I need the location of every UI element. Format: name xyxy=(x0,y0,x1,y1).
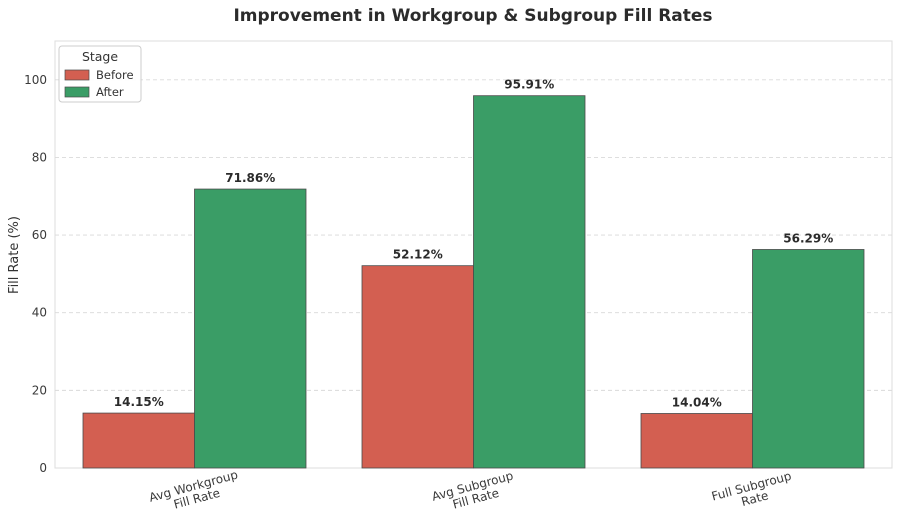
legend-swatch xyxy=(64,69,90,81)
data-label: 14.04% xyxy=(672,395,722,409)
bar-after xyxy=(752,249,865,469)
data-label: 95.91% xyxy=(504,78,554,92)
bar-after xyxy=(194,188,307,469)
bars xyxy=(82,95,865,469)
bar-after xyxy=(473,95,586,469)
data-labels: 14.15% 52.12% 14.04% 71.86% 95.91% 56.29% xyxy=(114,78,833,410)
bar-before xyxy=(82,412,195,469)
y-tick-label: 0 xyxy=(39,461,47,475)
data-label: 56.29% xyxy=(783,231,833,245)
legend-title: Stage xyxy=(82,49,118,64)
y-axis-label: Fill Rate (%) xyxy=(7,216,22,294)
legend: Stage Before After xyxy=(58,45,142,103)
legend-entry: Before xyxy=(96,68,134,82)
chart-title: Improvement in Workgroup & Subgroup Fill… xyxy=(233,6,712,26)
legend-swatch xyxy=(64,86,90,98)
data-label: 52.12% xyxy=(393,248,443,262)
bar-before xyxy=(361,265,474,469)
y-tick-label: 100 xyxy=(24,73,47,87)
y-axis-ticks: 0 20 40 60 80 100 xyxy=(24,73,47,475)
legend-entry: After xyxy=(96,85,124,99)
y-tick-label: 80 xyxy=(32,150,47,164)
y-tick-label: 20 xyxy=(32,383,47,397)
data-label: 14.15% xyxy=(114,395,164,409)
bar-before xyxy=(640,413,753,469)
data-label: 71.86% xyxy=(225,171,275,185)
y-tick-label: 40 xyxy=(32,306,47,320)
x-tick-label-line: Rate xyxy=(740,488,770,509)
y-tick-label: 60 xyxy=(32,228,47,242)
